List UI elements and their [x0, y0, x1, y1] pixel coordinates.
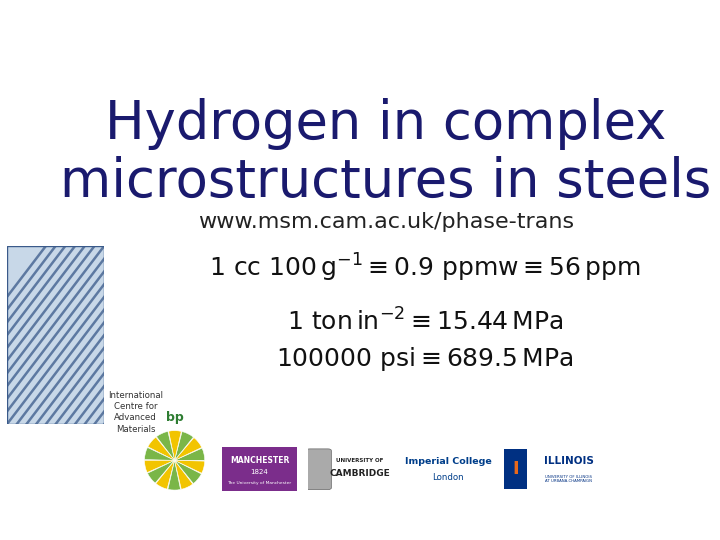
Text: Hydrogen in complex
microstructures in steels: Hydrogen in complex microstructures in s… [60, 98, 711, 208]
Wedge shape [168, 431, 181, 460]
Wedge shape [175, 431, 194, 460]
Wedge shape [145, 448, 175, 460]
Text: ILLINOIS: ILLINOIS [544, 456, 594, 466]
Text: CAMBRIDGE: CAMBRIDGE [329, 469, 390, 478]
Wedge shape [175, 437, 202, 460]
Text: UNIVERSITY OF: UNIVERSITY OF [336, 458, 383, 463]
Text: $1\ \mathrm{ton\,in}^{-2} \equiv 15.44\,\mathrm{MPa}$: $1\ \mathrm{ton\,in}^{-2} \equiv 15.44\,… [287, 308, 563, 335]
Text: www.msm.cam.ac.uk/phase-trans: www.msm.cam.ac.uk/phase-trans [198, 212, 574, 232]
Text: $100000\ \mathrm{psi} \equiv 689.5\,\mathrm{MPa}$: $100000\ \mathrm{psi} \equiv 689.5\,\mat… [276, 346, 573, 374]
Text: MANCHESTER: MANCHESTER [230, 456, 289, 465]
Text: The University of Manchester: The University of Manchester [228, 482, 292, 485]
Wedge shape [175, 460, 193, 489]
Text: $1\ \mathrm{cc}\ 100\,\mathrm{g}^{-1} \equiv 0.9\ \mathrm{ppmw} \equiv 56\,\math: $1\ \mathrm{cc}\ 100\,\mathrm{g}^{-1} \e… [209, 252, 641, 284]
Wedge shape [168, 460, 181, 490]
Wedge shape [148, 437, 175, 460]
Text: Imperial College: Imperial College [405, 457, 492, 466]
Text: I: I [512, 460, 519, 478]
Text: London: London [433, 472, 464, 482]
Wedge shape [175, 460, 202, 484]
Wedge shape [175, 448, 204, 460]
FancyBboxPatch shape [7, 246, 104, 424]
Text: UNIVERSITY OF ILLINOIS
AT URBANA-CHAMPAIGN: UNIVERSITY OF ILLINOIS AT URBANA-CHAMPAI… [545, 475, 593, 483]
Text: 1824: 1824 [251, 469, 269, 475]
FancyBboxPatch shape [504, 449, 527, 489]
Wedge shape [156, 431, 175, 460]
FancyBboxPatch shape [222, 447, 297, 491]
Wedge shape [156, 460, 175, 489]
FancyBboxPatch shape [307, 449, 331, 490]
Wedge shape [145, 460, 175, 472]
Text: bp: bp [166, 411, 184, 424]
Wedge shape [148, 460, 175, 483]
Wedge shape [175, 460, 204, 473]
Text: International
Centre for
Advanced
Materials: International Centre for Advanced Materi… [108, 391, 163, 434]
